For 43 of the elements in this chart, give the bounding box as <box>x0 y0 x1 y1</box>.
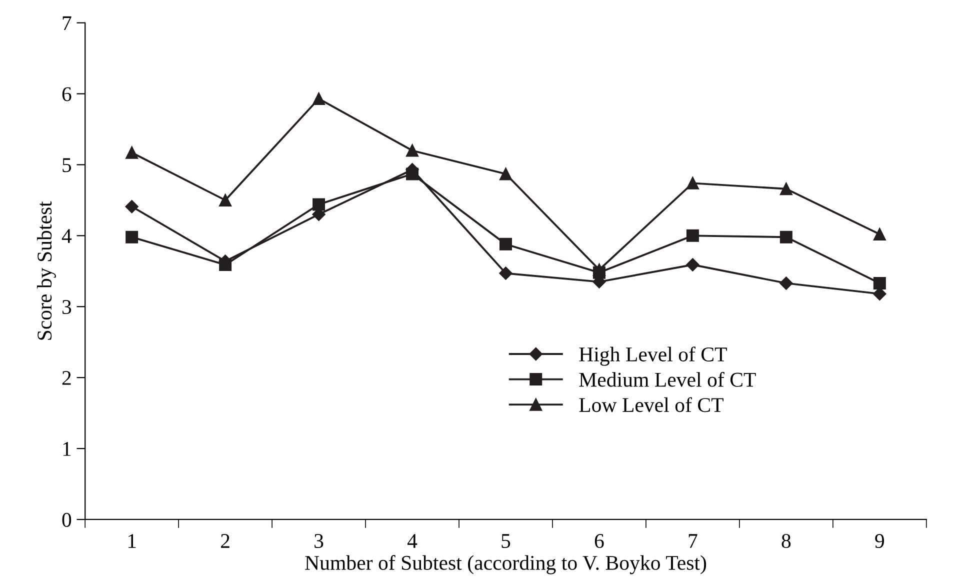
point <box>499 238 512 250</box>
y-tick-label: 0 <box>62 512 72 527</box>
point <box>219 194 232 206</box>
point <box>499 168 512 180</box>
x-tick-label: 8 <box>782 534 791 548</box>
y-axis-title: Score by Subtest <box>36 201 56 340</box>
point <box>219 258 232 272</box>
point <box>312 198 326 211</box>
point <box>406 168 419 180</box>
x-tick-label: 7 <box>688 534 698 548</box>
x-tick-label: 1 <box>128 534 136 548</box>
point <box>499 266 512 280</box>
point <box>780 276 793 290</box>
legend-label: Medium Level of CT <box>579 372 756 387</box>
legend-label: Low Level of CT <box>579 397 724 412</box>
point <box>686 176 699 190</box>
y-tick-label: 5 <box>62 158 72 172</box>
point <box>406 144 419 157</box>
x-tick-label: 9 <box>875 534 884 548</box>
x-tick-label: 6 <box>594 534 604 548</box>
point <box>686 258 700 272</box>
y-tick-label: 2 <box>62 371 71 385</box>
x-tick-label: 5 <box>502 534 510 548</box>
point <box>312 92 326 105</box>
y-tick-label: 6 <box>62 87 72 102</box>
point <box>126 146 138 159</box>
point <box>873 228 886 241</box>
point <box>126 230 138 244</box>
point <box>780 182 792 196</box>
point <box>686 229 699 242</box>
point <box>780 230 792 244</box>
y-tick-label: 7 <box>62 16 72 30</box>
x-tick-label: 4 <box>407 534 418 548</box>
y-tick-label: 3 <box>62 300 72 314</box>
legend-label: High Level of CT <box>579 346 727 366</box>
x-axis-title: Number of Subtest (according to V. Boyko Test) <box>305 555 706 574</box>
point <box>873 276 886 290</box>
y-tick-label: 1 <box>63 442 71 456</box>
x-tick-label: 2 <box>221 534 230 548</box>
x-tick-label: 3 <box>314 534 324 548</box>
point <box>125 200 138 214</box>
y-tick-label: 4 <box>62 229 72 243</box>
point <box>592 263 606 276</box>
